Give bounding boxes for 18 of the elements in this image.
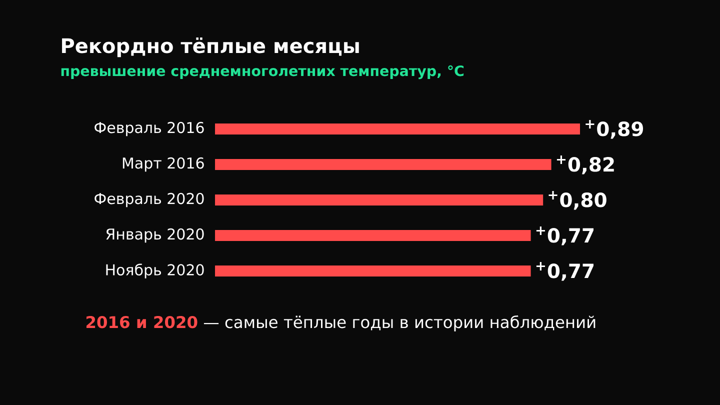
data-label: $^{+}$0,82	[556, 155, 614, 174]
y-tick-label: Февраль 2020	[94, 192, 204, 208]
data-label: $^{+}$0,77	[536, 226, 594, 246]
bar	[215, 230, 531, 242]
y-tick-label: Март 2016	[122, 157, 204, 172]
data-label: $^{+}$0,80	[548, 190, 606, 210]
y-tick-label: Ноябрь 2020	[106, 264, 204, 278]
chart-title: Рекордно тёплые месяцы	[62, 38, 359, 58]
data-label: $^{+}$0,89	[586, 120, 644, 139]
data-label: $^{+}$0,77	[536, 262, 594, 281]
text: 2016 и 2020 — самые тёплые годы в истории наблюдений	[86, 315, 596, 332]
bar	[215, 159, 552, 170]
bar	[215, 194, 544, 206]
bar	[215, 124, 580, 135]
bar	[215, 266, 531, 277]
chart-subtitle: превышение среднемноголетних температур, °C	[61, 65, 464, 80]
y-tick-label: Февраль 2016	[94, 122, 204, 136]
y-tick-label: Январь 2020	[106, 228, 204, 243]
